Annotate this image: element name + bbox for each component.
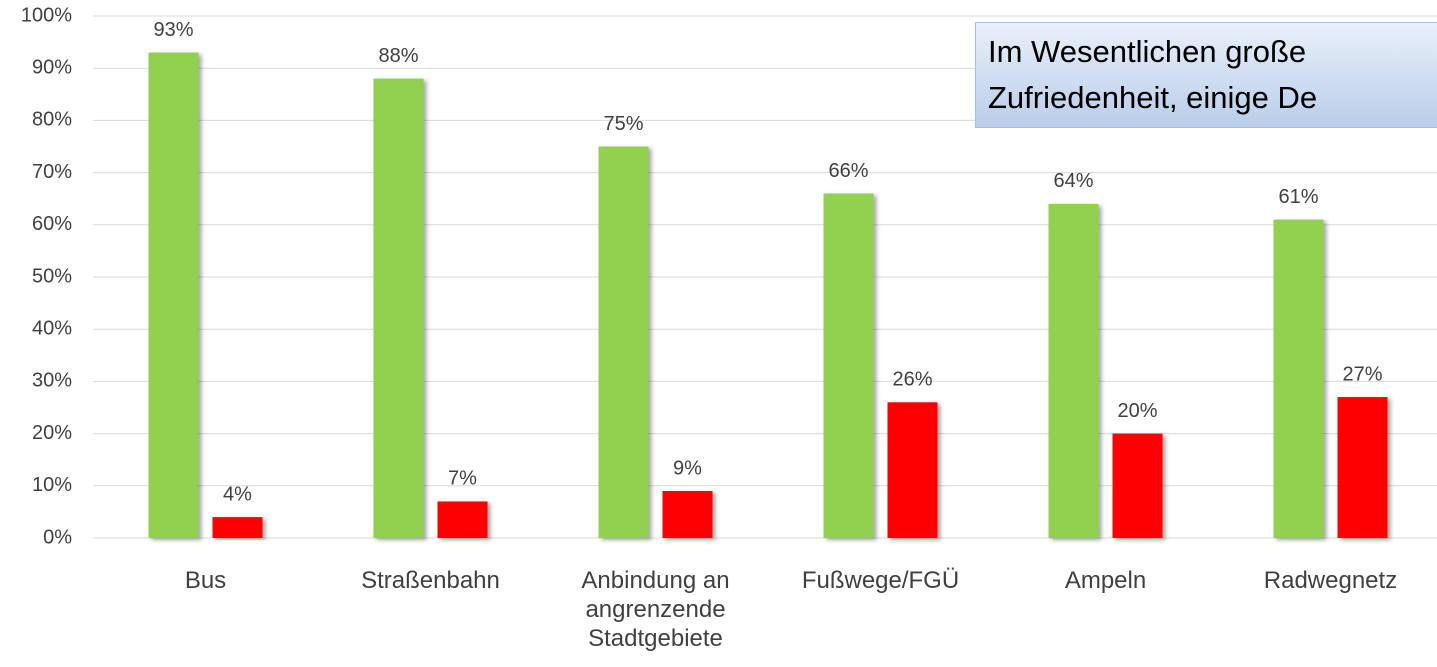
bar (1048, 203, 1099, 539)
y-tick-label: 80% (32, 109, 72, 131)
bar (598, 146, 649, 538)
annotation-box: Im Wesentlichen große Zufriedenheit, ein… (975, 22, 1437, 128)
y-tick-label: 70% (32, 161, 72, 183)
value-label: 26% (892, 369, 932, 391)
bar (1337, 397, 1388, 538)
annotation-line: Im Wesentlichen große (988, 34, 1307, 69)
value-label: 64% (1053, 170, 1093, 192)
x-tick-label: Ampeln (1064, 567, 1147, 594)
value-label: 88% (378, 45, 418, 67)
y-tick-label: 30% (32, 370, 72, 392)
value-label: 93% (153, 19, 193, 41)
y-tick-label: 10% (32, 474, 72, 496)
bar (212, 517, 263, 538)
value-label: 27% (1342, 363, 1382, 385)
value-label: 20% (1117, 400, 1157, 422)
y-tick-label: 90% (32, 56, 72, 78)
y-tick-label: 20% (32, 422, 72, 444)
value-label: 61% (1278, 186, 1318, 208)
bar (437, 501, 488, 538)
bar (373, 78, 424, 538)
x-tick-label: Radwegnetz (1263, 567, 1398, 594)
x-tick-label: Anbindung an angrenzende Stadtgebiete (581, 567, 730, 652)
bar (823, 193, 874, 539)
value-label: 66% (828, 160, 868, 182)
annotation-line: Zufriedenheit, einige De (988, 80, 1318, 115)
value-label: 9% (673, 457, 702, 479)
y-tick-label: 40% (32, 317, 72, 339)
value-label: 75% (603, 113, 643, 135)
value-label: 4% (223, 483, 252, 505)
value-label: 7% (448, 468, 477, 490)
bar (887, 402, 938, 538)
bar (1273, 219, 1324, 538)
y-tick-label: 0% (43, 526, 72, 548)
x-tick-label: Fußwege/FGÜ (801, 567, 960, 594)
y-tick-label: 60% (32, 213, 72, 235)
y-tick-label: 100% (21, 4, 72, 26)
bar (662, 491, 713, 538)
x-tick-label: Bus (184, 567, 227, 594)
y-tick-label: 50% (32, 265, 72, 287)
bar (1112, 433, 1163, 538)
bar (148, 52, 199, 538)
x-tick-label: Straßenbahn (361, 567, 500, 594)
